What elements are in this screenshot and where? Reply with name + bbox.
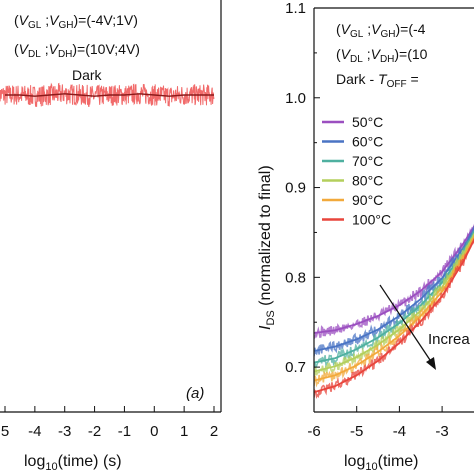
panel-a-x-tick-label: -4 [28,423,41,440]
panel-a-x-tick-label: -2 [88,423,101,440]
panel-a-x-tick-label: 1 [180,423,188,440]
panel-b-series-1 [314,225,474,357]
panel-a-ticks: 5 -4 -3 -2 -1 0 1 2 [1,406,218,440]
panel-b-trend-arrow [379,284,436,370]
panel-b-annotation: Increa [428,331,470,348]
legend-label: 100°C [352,212,391,228]
legend-label: 90°C [352,192,383,208]
panel-b-x-tick-label: -4 [393,423,406,440]
panel-a-condition-text: (VGL ;VGH)=(-4V;1V) (VDL ;VDH)=(10V;4V) … [14,12,140,83]
panel-b-y-axis-title: IDS (normalized to final) [257,165,277,330]
panel-a-x-tick-label: 0 [150,423,158,440]
panel-b-x-tick-label: -6 [307,423,320,440]
panel-b-series-5 [314,239,474,400]
panel-a-series-fit-0 [5,93,214,97]
legend-label: 60°C [352,134,383,150]
panel-b-y-tick-label: 0.9 [285,180,306,197]
panel-b-series-fit-2 [314,230,474,364]
panel-b-series-fit-5 [314,237,474,394]
panel-b-x-tick-label: -3 [435,423,448,440]
panel-b-condition-text: (VGL ;VGH)=(-4 (VDL ;VDH)=(10 Dark - TOF… [336,21,428,90]
panel-b-condition-gate: (VGL ;VGH)=(-4 [336,21,426,40]
panel-a-series-noise-0 [0,82,215,107]
panel-a-x-axis-title: log10(time) (s) [24,453,122,473]
panel-b-y-tick-label: 0.7 [285,359,306,376]
panel-b-series-fit-0 [314,224,474,334]
panel-b-condition-drain: (VDL ;VDH)=(10 [336,46,428,65]
panel-a-condition-drain: (VDL ;VDH)=(10V;4V) [14,41,140,60]
panel-a-label: (a) [186,385,204,402]
panel-b-series [314,223,474,400]
trend-arrow-head [426,357,436,370]
panel-b-legend: 50°C 60°C 70°C 80°C 90°C 100°C [322,114,391,228]
panel-b-x-tick-label: -5 [350,423,363,440]
panel-b-y-tick-label: 1.0 [285,90,306,107]
panel-a-x-tick-label: 5 [1,423,9,440]
panel-b-y-tick-label: 0.8 [285,269,306,286]
legend-label: 70°C [352,153,383,169]
panel-b-series-fit-1 [314,227,474,352]
legend-label: 50°C [352,114,383,130]
panel-a-series [0,82,215,107]
panel-b-condition-dark: Dark - TOFF = [336,71,419,90]
panel-b-series-fit-4 [314,235,474,382]
panel-a-x-tick-label: 2 [210,423,218,440]
panel-b-ticks: -6-5-4-3-2-10.70.80.91.01.1 [285,0,449,440]
panel-a-condition-dark: Dark [72,67,103,83]
legend-label: 80°C [352,173,383,189]
trend-arrow-line [379,284,433,364]
panel-b-x-axis-title: log10(time) [344,453,419,473]
panel-a-x-tick-label: -1 [118,423,131,440]
panel-b: -6-5-4-3-2-10.70.80.91.01.1 50°C60°C70°C… [257,0,474,473]
panel-b-y-tick-label: 1.1 [285,0,306,17]
panel-a-condition-gate: (VGL ;VGH)=(-4V;1V) [14,12,138,31]
panel-b-series-fit-3 [314,232,474,373]
panel-a: 5 -4 -3 -2 -1 0 1 2 (VGL ;VGH)=(-4V;1V) (VDL ;V… [0,0,222,473]
panel-a-x-tick-label: -3 [58,423,71,440]
